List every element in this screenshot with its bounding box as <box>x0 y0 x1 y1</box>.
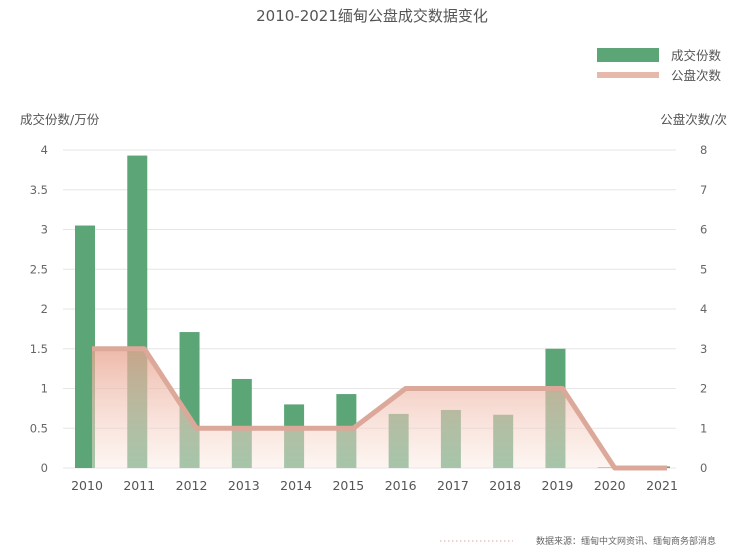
x-tick-label: 2012 <box>176 478 208 493</box>
y-right-tick-label: 7 <box>700 183 707 197</box>
y-right-tick-label: 1 <box>700 421 707 435</box>
x-tick-label: 2014 <box>280 478 312 493</box>
y-right-tick-label: 3 <box>700 342 707 356</box>
chart-title: 2010-2021缅甸公盘成交数据变化 <box>256 7 488 25</box>
x-tick-label: 2019 <box>542 478 574 493</box>
x-tick-label: 2021 <box>646 478 678 493</box>
legend-label-area: 公盘次数 <box>671 68 722 83</box>
bar-2010 <box>75 225 95 468</box>
y-right-tick-label: 4 <box>700 302 707 316</box>
y-right-tick-label: 5 <box>700 262 707 276</box>
x-tick-label: 2017 <box>437 478 469 493</box>
y-right-tick-label: 0 <box>700 461 707 475</box>
x-tick-label: 2016 <box>385 478 417 493</box>
y-left-tick-label: 1.5 <box>30 342 48 356</box>
x-tick-label: 2015 <box>332 478 364 493</box>
area-series <box>91 346 668 471</box>
legend-label-bar: 成交份数 <box>671 48 722 63</box>
y-right-tick-label: 6 <box>700 223 707 237</box>
legend: 成交份数 公盘次数 <box>597 48 722 83</box>
y-left-tick-label: 3 <box>41 223 48 237</box>
source-note: 数据来源：缅甸中文网资讯、缅甸商务部消息 <box>536 535 716 547</box>
legend-swatch-bar <box>597 48 659 62</box>
y-axis-right: 0 1 2 3 4 5 6 7 8 <box>700 143 707 475</box>
x-tick-label: 2018 <box>489 478 521 493</box>
y-left-tick-label: 1 <box>41 382 48 396</box>
x-axis: 2010 2011 2012 2013 2014 2015 2016 2017 2018 2019… <box>71 478 678 493</box>
x-tick-label: 2010 <box>71 478 103 493</box>
x-tick-label: 2011 <box>123 478 155 493</box>
y-left-tick-label: 2.5 <box>30 262 48 276</box>
legend-swatch-area <box>597 72 659 78</box>
x-tick-label: 2013 <box>228 478 260 493</box>
y-left-tick-label: 3.5 <box>30 183 48 197</box>
y-left-tick-label: 2 <box>41 302 48 316</box>
y-axis-right-title: 公盘次数/次 <box>660 112 727 127</box>
area-line <box>92 346 667 471</box>
y-left-tick-label: 0 <box>41 461 48 475</box>
y-right-tick-label: 8 <box>700 143 707 157</box>
y-axis-left: 0 0.5 1 1.5 2 2.5 3 3.5 4 <box>30 143 48 475</box>
y-left-tick-label: 0.5 <box>30 421 48 435</box>
y-axis-left-title: 成交份数/万份 <box>20 112 100 127</box>
x-tick-label: 2020 <box>594 478 626 493</box>
y-right-tick-label: 2 <box>700 382 707 396</box>
y-left-tick-label: 4 <box>41 143 48 157</box>
